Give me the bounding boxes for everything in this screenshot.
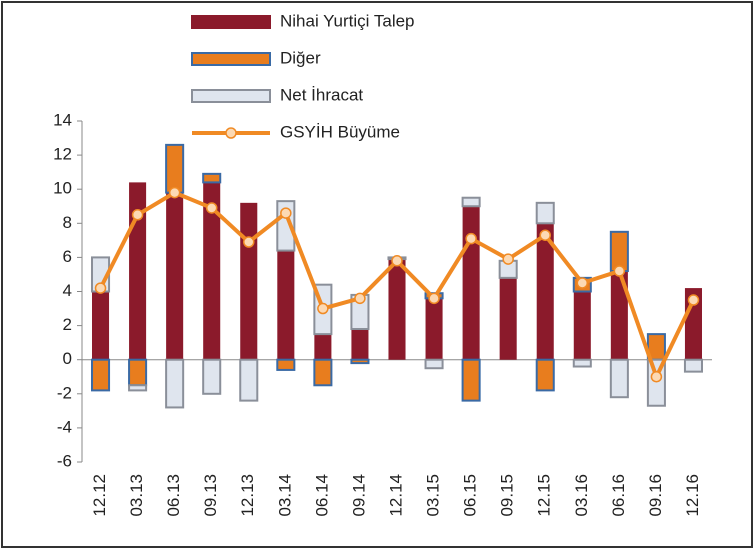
y-tick-label: 0 <box>63 349 72 368</box>
bar-segment <box>128 358 148 387</box>
bar-segment <box>351 329 369 360</box>
bar-segment <box>535 201 555 225</box>
line-marker <box>687 294 700 306</box>
bar-segment <box>313 358 333 387</box>
x-tick-label: 12.14 <box>386 474 405 517</box>
bar-segment <box>388 259 406 360</box>
x-tick-label: 09.13 <box>201 474 220 517</box>
y-tick-label: 10 <box>53 179 72 198</box>
y-tick-label: 4 <box>63 281 72 300</box>
y-tick-label: 12 <box>53 145 72 164</box>
line-marker <box>576 277 589 289</box>
x-tick-label: 03.15 <box>424 474 443 517</box>
line-marker <box>354 292 366 305</box>
bar-segment <box>239 358 259 402</box>
bar-segment <box>609 230 629 273</box>
bar-segment <box>277 250 295 360</box>
bar-segment <box>461 196 481 208</box>
y-tick-label: 8 <box>63 213 72 232</box>
bar-segment <box>202 358 222 395</box>
legend-label: GSYİH Büyüme <box>280 122 400 141</box>
bar-segment <box>683 358 703 373</box>
line-marker <box>317 302 329 315</box>
x-tick-label: 06.16 <box>609 474 628 517</box>
x-tick-label: 09.15 <box>498 474 517 517</box>
x-tick-label: 12.13 <box>238 474 257 517</box>
legend-swatch <box>191 52 271 66</box>
line-marker <box>243 236 255 248</box>
bar-segment <box>240 202 258 360</box>
line-marker <box>94 282 107 294</box>
x-tick-label: 09.14 <box>349 474 368 517</box>
bar-segment <box>165 143 185 194</box>
x-tick-label: 03.16 <box>572 474 591 517</box>
y-tick-label: 14 <box>53 110 72 129</box>
legend-label: Net İhracat <box>280 85 363 104</box>
bar-segment <box>350 358 370 365</box>
line-marker <box>465 232 477 245</box>
bar-segment <box>128 384 148 392</box>
legend-label: Diğer <box>280 48 321 67</box>
bar-segment <box>166 192 184 360</box>
x-tick-label: 12.15 <box>535 474 554 517</box>
x-tick-label: 03.13 <box>127 474 146 517</box>
line-marker <box>205 202 218 214</box>
bar-segment <box>573 291 591 360</box>
bar-segment <box>424 358 444 370</box>
bar-segment <box>165 358 185 409</box>
line-marker <box>613 265 626 277</box>
x-tick-label: 06.13 <box>164 474 183 517</box>
bar-segment <box>91 358 111 392</box>
line-marker <box>131 209 144 221</box>
bar-segment <box>610 271 628 360</box>
legend-label: Nihai Yurtiçi Talep <box>280 11 415 30</box>
line-marker <box>650 371 663 383</box>
bar-segment <box>536 223 554 360</box>
bar-segment <box>276 358 296 371</box>
y-tick-label: -6 <box>57 451 72 470</box>
bar-segment <box>462 206 480 360</box>
bar-segment <box>535 358 555 392</box>
line-marker <box>428 292 440 305</box>
bar-segment <box>425 298 443 360</box>
line-marker <box>280 207 292 219</box>
x-tick-label: 09.16 <box>646 474 665 517</box>
bar-segment <box>314 334 332 360</box>
x-tick-label: 06.14 <box>312 474 331 517</box>
line-marker <box>391 255 403 267</box>
legend-swatch <box>191 89 271 103</box>
y-tick-label: 6 <box>63 247 72 266</box>
x-tick-label: 03.14 <box>275 474 294 517</box>
bar-segment <box>499 277 517 360</box>
y-tick-label: -2 <box>57 383 72 402</box>
line-marker <box>168 186 181 199</box>
x-tick-label: 12.12 <box>90 474 109 517</box>
line-marker <box>539 229 551 241</box>
bar-segment <box>202 172 222 184</box>
bar-segment <box>572 358 592 368</box>
legend-swatch <box>191 15 271 29</box>
line-marker <box>502 253 514 265</box>
x-tick-label: 06.15 <box>461 474 480 517</box>
y-tick-label: 2 <box>63 315 72 334</box>
legend-marker <box>225 127 237 139</box>
bar-segment <box>461 358 481 402</box>
y-tick-label: -4 <box>57 417 72 436</box>
x-tick-label: 12.16 <box>683 474 702 517</box>
bar-segment <box>92 291 110 360</box>
bar-segment <box>203 182 221 360</box>
bar-segment <box>609 358 629 399</box>
